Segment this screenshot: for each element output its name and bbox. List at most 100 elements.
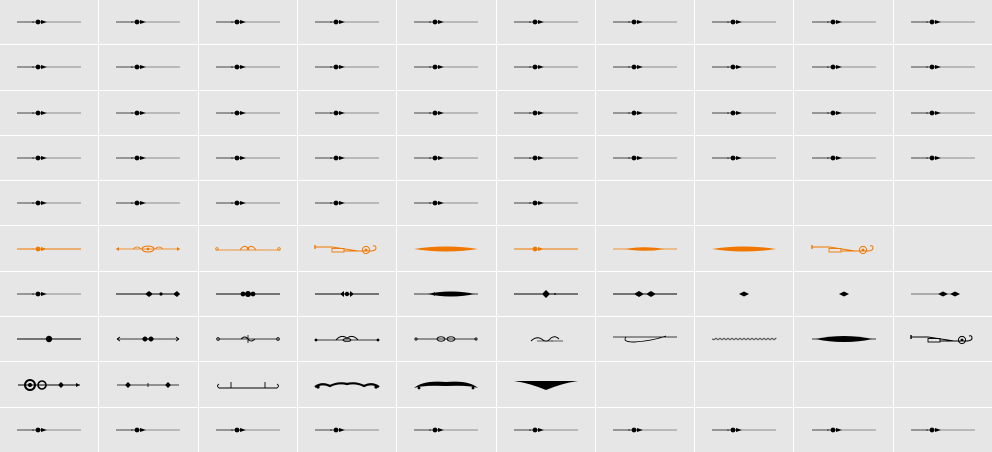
ornament-glyph	[910, 291, 960, 297]
ornament-glyph	[17, 291, 82, 297]
glyph-cell-notdef	[297, 181, 397, 226]
ornament-glyph	[315, 19, 380, 25]
ornament-glyph	[17, 336, 82, 343]
glyph-cell-beads	[198, 271, 297, 317]
ornament-glyph	[811, 427, 876, 433]
glyph-cell-notdef	[397, 45, 496, 90]
ornament-glyph	[116, 65, 181, 70]
glyph-cell-notdef	[0, 135, 99, 181]
empty-cell	[595, 362, 695, 407]
glyph-cell-spindle-orange	[397, 226, 496, 271]
ornament-glyph	[414, 246, 479, 252]
ornament-glyph	[910, 427, 975, 433]
ornament-glyph	[116, 110, 181, 116]
ornament-glyph	[314, 381, 380, 389]
ornament-glyph	[414, 381, 479, 389]
empty-cell	[794, 362, 893, 407]
glyph-cell-zigzag	[695, 317, 794, 362]
ornament-glyph	[414, 291, 479, 297]
glyph-cell-dot-arrow	[297, 271, 397, 317]
glyph-cell-notdef	[893, 407, 992, 452]
glyph-cell-notdef	[496, 0, 595, 45]
ornament-glyph	[215, 110, 280, 116]
ornament-glyph	[17, 65, 82, 70]
empty-cell	[893, 362, 992, 407]
ornament-glyph	[810, 244, 874, 254]
ornament-glyph	[838, 291, 849, 297]
glyph-cell-spindle-orange	[695, 226, 794, 271]
ornament-glyph	[712, 155, 777, 161]
glyph-cell-loop-ornament	[297, 317, 397, 362]
ornament-glyph	[712, 65, 777, 70]
glyph-cell-swash-curve	[595, 317, 695, 362]
ornament-glyph	[116, 290, 181, 297]
glyph-cell-notdef	[198, 0, 297, 45]
ornament-glyph	[17, 200, 82, 206]
ornament-glyph	[215, 290, 280, 297]
ornament-glyph	[215, 155, 280, 161]
ornament-glyph	[811, 110, 876, 116]
glyph-cell-diamond-small	[794, 271, 893, 317]
glyph-cell-notdef	[297, 0, 397, 45]
glyph-cell-notdef	[99, 45, 198, 90]
glyph-cell-notdef	[595, 45, 695, 90]
glyph-cell-scroll-link	[397, 317, 496, 362]
ornament-glyph	[811, 19, 876, 25]
glyph-cell-notdef	[198, 181, 297, 226]
glyph-cell-notdef	[0, 0, 99, 45]
glyph-cell-scroll-orange	[99, 226, 198, 271]
glyph-cell-spindle-black	[397, 271, 496, 317]
ornament-glyph	[910, 19, 975, 25]
ornament-glyph	[414, 65, 479, 70]
glyph-cell-wing	[496, 362, 595, 407]
glyph-cell-notdef	[496, 407, 595, 452]
empty-cell	[893, 226, 992, 271]
ornament-glyph	[414, 155, 479, 161]
glyph-cell-notdef	[198, 135, 297, 181]
glyph-cell-dot-line	[0, 317, 99, 362]
ornament-glyph	[17, 155, 82, 161]
ornament-glyph	[712, 19, 777, 25]
ornament-glyph	[513, 246, 578, 252]
ornament-glyph	[739, 291, 750, 297]
glyph-cell-notdef	[695, 45, 794, 90]
glyph-cell-notdef	[794, 45, 893, 90]
glyph-cell-notdef	[496, 90, 595, 135]
glyph-cell-diamond-small	[695, 271, 794, 317]
glyph-cell-notdef-orange	[496, 226, 595, 271]
glyph-cell-notdef	[297, 45, 397, 90]
glyph-cell-notdef	[397, 407, 496, 452]
glyph-cell-notdef	[595, 407, 695, 452]
ornament-glyph	[17, 19, 82, 25]
ornament-glyph	[315, 110, 380, 116]
glyph-cell-heavy-wide	[397, 362, 496, 407]
ornament-glyph	[414, 200, 479, 206]
glyph-cell-notdef	[496, 181, 595, 226]
ornament-glyph	[513, 380, 578, 390]
glyph-cell-scroll-wide	[297, 362, 397, 407]
glyph-cell-scroll-flourish	[99, 317, 198, 362]
ornament-glyph	[215, 335, 280, 344]
glyph-cell-dots-short	[893, 271, 992, 317]
ornament-glyph	[612, 335, 677, 343]
glyph-cell-notdef	[595, 90, 695, 135]
glyph-cell-notdef	[496, 135, 595, 181]
ornament-glyph	[712, 427, 777, 433]
glyph-cell-double-dots	[595, 271, 695, 317]
ornament-glyph	[215, 200, 280, 206]
glyph-cell-notdef	[893, 90, 992, 135]
glyph-cell-notdef	[397, 90, 496, 135]
glyph-cell-cross-line	[99, 362, 198, 407]
glyph-cell-notdef	[893, 135, 992, 181]
glyph-cell-spindle-thick	[794, 317, 893, 362]
ornament-glyph	[315, 427, 380, 433]
ornament-glyph	[116, 155, 181, 161]
glyph-cell-diamond-line	[496, 271, 595, 317]
glyph-cell-notdef	[99, 135, 198, 181]
ornament-glyph	[315, 65, 380, 70]
glyph-cell-notdef	[794, 407, 893, 452]
ornament-glyph	[612, 290, 677, 297]
ornament-glyph	[315, 290, 380, 297]
glyph-cell-notdef	[695, 0, 794, 45]
glyph-cell-notdef	[397, 135, 496, 181]
